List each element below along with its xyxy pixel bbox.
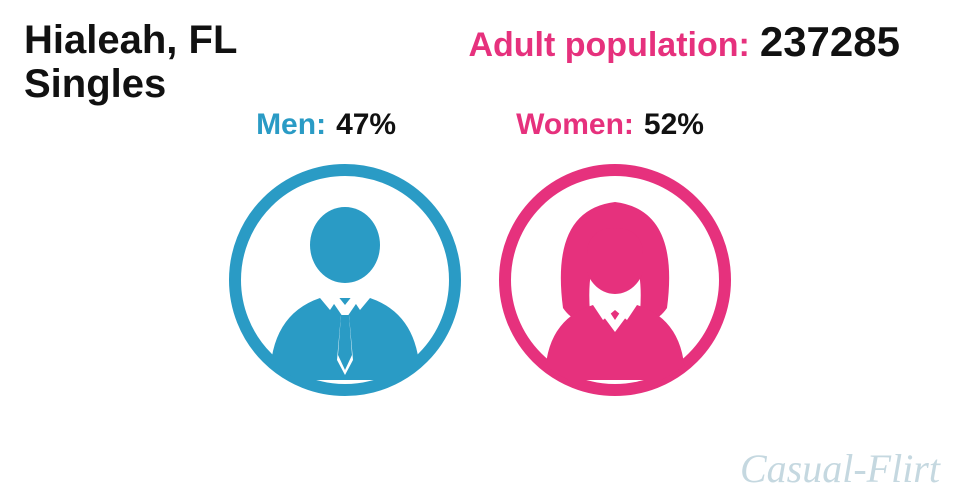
men-label: Men: bbox=[256, 108, 326, 142]
women-label: Women: bbox=[516, 108, 634, 142]
stat-women: Women: 52% bbox=[516, 108, 704, 142]
woman-icon bbox=[495, 160, 735, 400]
stats-row: Men: 47% Women: 52% bbox=[0, 108, 960, 142]
subtitle: Singles bbox=[24, 62, 237, 106]
population-value: 237285 bbox=[760, 18, 900, 66]
header-left: Hialeah, FL Singles bbox=[24, 18, 237, 106]
population-label: Adult population: bbox=[468, 26, 749, 65]
city-title: Hialeah, FL bbox=[24, 18, 237, 62]
men-value: 47% bbox=[336, 108, 396, 142]
women-value: 52% bbox=[644, 108, 704, 142]
icons-row bbox=[0, 160, 960, 400]
man-icon bbox=[225, 160, 465, 400]
stat-men: Men: 47% bbox=[256, 108, 396, 142]
watermark: Casual-Flirt bbox=[740, 445, 940, 492]
header-right: Adult population: 237285 bbox=[468, 18, 900, 66]
